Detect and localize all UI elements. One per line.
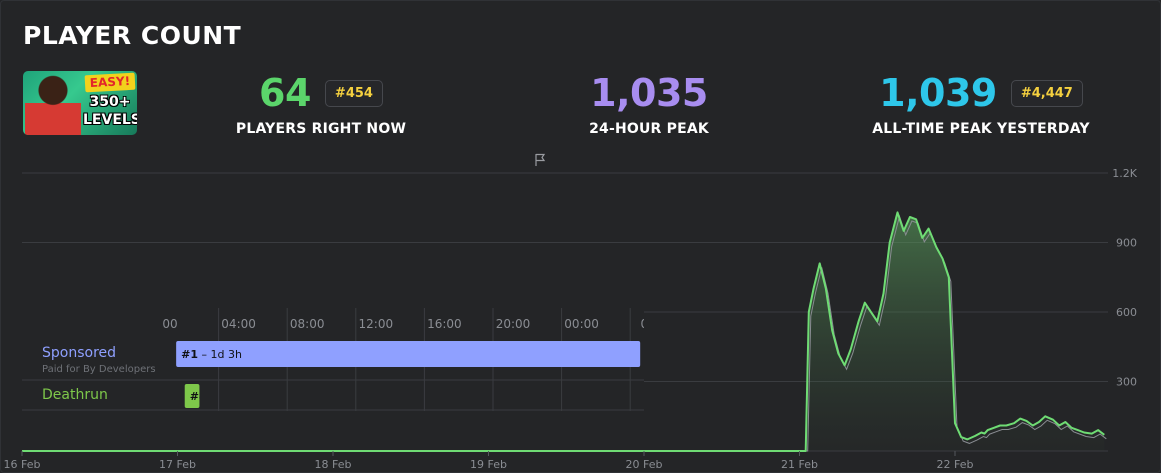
x-tick-label: 16 Feb (4, 458, 41, 471)
stat-label: 24-HOUR PEAK (589, 121, 709, 137)
y-tick-label: 1.2K (1112, 167, 1137, 180)
timeline-tick-label: 00:00 (564, 317, 599, 331)
stat-value: 64 (259, 71, 311, 115)
timeline-tick-label: 04: (641, 317, 644, 331)
x-axis-ticks: 16 Feb 17 Feb 18 Feb 19 Feb 20 Feb 21 Feb 22 F… (4, 451, 974, 471)
page-title: PLAYER COUNT (23, 21, 242, 50)
timeline-tick-label: 08:00 (290, 317, 325, 331)
timeline-tick-label: 12:00 (359, 317, 394, 331)
timeline-bar[interactable] (176, 341, 641, 367)
timeline-row-name[interactable]: Sponsored (42, 345, 116, 361)
x-tick-label: 21 Feb (781, 458, 818, 471)
x-tick-label: 20 Feb (626, 458, 663, 471)
x-tick-label: 17 Feb (159, 458, 196, 471)
y-tick-label: 300 (1116, 376, 1137, 389)
stat-value: 1,039 (879, 71, 997, 115)
x-tick-label: 19 Feb (470, 458, 507, 471)
thumbnail-line-1: 350+ (89, 94, 131, 110)
series-line (22, 211, 1105, 452)
flag-icon[interactable] (534, 153, 546, 167)
thumbnail-line-2: LEVELS (83, 112, 137, 128)
rank-badge: #4,447 (1010, 79, 1083, 107)
rank-badge: #454 (324, 79, 383, 107)
timeline-tick-label: 16:00 (427, 317, 462, 331)
timeline-row-name[interactable]: Deathrun (42, 387, 108, 403)
timeline-tick-label: 00 (162, 317, 177, 331)
stat-players-now: 64 #454 PLAYERS RIGHT NOW (216, 71, 426, 137)
sponsored-timeline-chart: 00 04:00 08:00 12:00 16:00 20:00 00:00 04: Spons… (22, 308, 660, 411)
x-tick-label: 18 Feb (315, 458, 352, 471)
stat-all-time-peak: 1,039 #4,447 ALL-TIME PEAK YESTERDAY (863, 71, 1099, 137)
stat-value: 1,035 (590, 71, 708, 115)
stat-24h-peak: 1,035 24-HOUR PEAK (549, 71, 749, 137)
y-tick-label: 600 (1116, 306, 1137, 319)
timeline-bar-label: #1 – 1d 3h (181, 348, 242, 361)
timeline-tick-label: 20:00 (496, 317, 531, 331)
timeline-bar[interactable] (184, 384, 200, 408)
series-area-fill (22, 212, 1105, 451)
timeline-tick-label: 04:00 (221, 317, 256, 331)
thumbnail-character (25, 73, 81, 135)
game-thumbnail[interactable]: EASY! 350+ LEVELS (23, 71, 137, 135)
chart-series-area (22, 211, 1107, 452)
stat-label: PLAYERS RIGHT NOW (235, 121, 407, 137)
x-tick-label: 22 Feb (937, 458, 974, 471)
y-tick-label: 900 (1116, 237, 1137, 250)
timeline-bar-label: #4 (190, 390, 207, 403)
timeline-row-sublabel: Paid for By Developers (42, 364, 156, 375)
thumbnail-text: 350+ LEVELS (83, 93, 137, 129)
y-axis-ticks: 1.2K 900 600 300 (1112, 167, 1137, 389)
sponsored-timeline-panel: 00 04:00 08:00 12:00 16:00 20:00 00:00 04: Spons… (22, 308, 660, 411)
stat-label: ALL-TIME PEAK YESTERDAY (872, 121, 1090, 137)
